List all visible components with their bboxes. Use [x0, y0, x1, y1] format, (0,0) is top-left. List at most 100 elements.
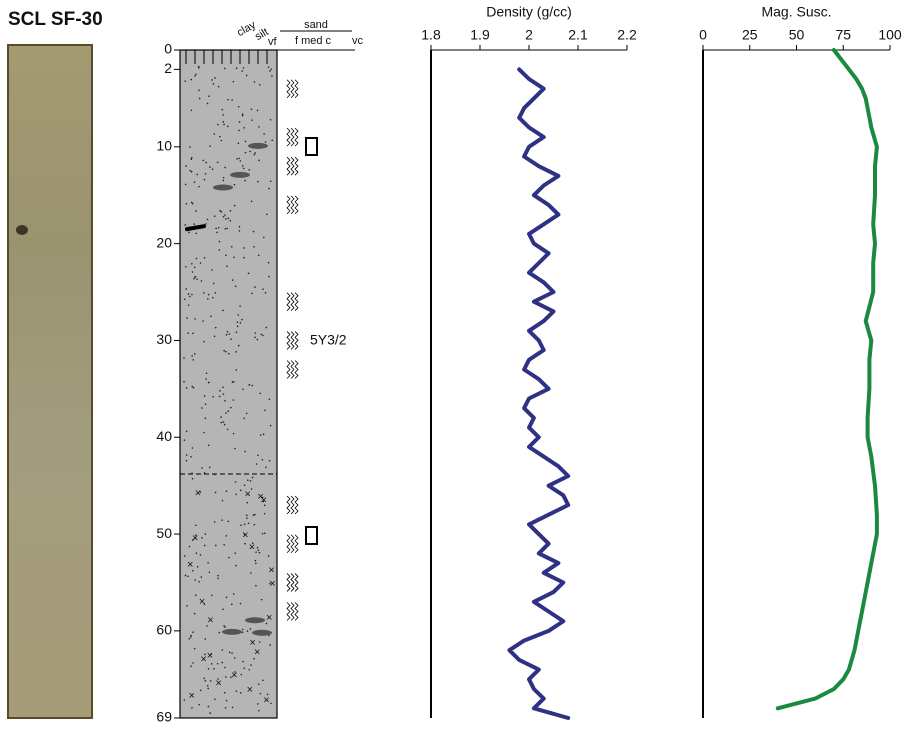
- sand-dot: [229, 219, 232, 222]
- sand-dot: [252, 230, 255, 233]
- bioturbation: [290, 495, 295, 515]
- core-spot: [16, 225, 28, 235]
- sand-dot: [263, 504, 266, 507]
- sand-dot: [242, 660, 244, 663]
- sand-dot: [268, 398, 271, 401]
- mica-mark: ×: [268, 565, 274, 577]
- lens: [213, 184, 233, 191]
- sand-dot: [216, 662, 219, 665]
- sand-dot: [192, 359, 194, 361]
- sand-dot: [190, 455, 192, 458]
- sand-dot: [183, 439, 186, 442]
- sand-dot: [204, 533, 207, 535]
- sand-dot: [239, 489, 242, 492]
- lithology-column: [179, 49, 278, 719]
- x-tick-label: 75: [835, 27, 851, 43]
- sand-dot: [193, 223, 196, 225]
- sand-dot: [234, 671, 236, 673]
- sand-dot: [251, 292, 253, 295]
- x-tick-label: 0: [699, 27, 707, 43]
- mica-mark: ×: [195, 487, 201, 499]
- sand-dot: [211, 594, 213, 597]
- sand-dot: [208, 466, 211, 469]
- sand-dot: [271, 75, 273, 77]
- sample-box: [305, 137, 318, 156]
- bioturbation: [294, 573, 299, 592]
- sand-dot: [202, 320, 204, 322]
- sand-dot: [226, 227, 228, 230]
- sand-dot: [262, 288, 264, 291]
- sand-dot: [234, 481, 237, 483]
- sand-dot: [243, 523, 246, 526]
- depth-tick-label: 60: [156, 622, 172, 638]
- sand-dot: [235, 351, 237, 353]
- sand-dot: [243, 484, 246, 486]
- sand-dot: [235, 67, 238, 70]
- sand-dot: [184, 265, 187, 268]
- bioturbation: [294, 195, 299, 215]
- sand-dot: [184, 224, 186, 226]
- sand-dot: [208, 571, 211, 574]
- sand-dot: [220, 139, 223, 142]
- sand-dot: [242, 247, 245, 249]
- sand-dot: [265, 326, 268, 329]
- sand-dot: [222, 176, 225, 179]
- sand-dot: [224, 666, 226, 669]
- mica-mark: ×: [257, 491, 263, 503]
- sand-dot: [198, 67, 200, 69]
- sand-dot: [226, 428, 229, 431]
- sand-dot: [221, 519, 223, 521]
- bioturbation: [290, 331, 295, 350]
- sand-dot: [235, 493, 237, 496]
- sand-dot: [206, 625, 208, 627]
- x-tick-label: 1.8: [421, 27, 441, 43]
- sand-dot: [241, 114, 244, 117]
- mica-mark: ×: [266, 612, 272, 624]
- sand-dot: [254, 286, 256, 288]
- sand-dot: [259, 692, 262, 695]
- sand-dot: [261, 458, 264, 461]
- sand-dot: [263, 133, 265, 135]
- sand-dot: [240, 524, 242, 526]
- sand-dot: [212, 83, 215, 85]
- sand-dot: [267, 66, 270, 68]
- sand-dot: [246, 517, 248, 519]
- sand-dot: [254, 152, 256, 154]
- depth-tick-label: 69: [156, 709, 172, 725]
- sand-dot: [225, 254, 227, 257]
- sand-dot: [217, 678, 219, 680]
- sand-dot: [188, 545, 191, 548]
- sand-dot: [233, 183, 236, 186]
- sand-dot: [207, 561, 209, 564]
- sand-dot: [249, 628, 252, 630]
- sand-dot: [192, 662, 194, 664]
- bioturbation: [286, 360, 291, 379]
- sand-dot: [251, 476, 254, 479]
- sand-dot: [211, 269, 213, 271]
- sand-dot: [235, 331, 238, 334]
- sand-dot: [225, 596, 228, 599]
- sand-dot: [214, 698, 216, 701]
- grain-vf: vf: [268, 36, 278, 48]
- sand-dot: [255, 562, 257, 565]
- sand-dot: [204, 403, 207, 406]
- sand-dot: [204, 638, 207, 640]
- sand-dot: [234, 552, 237, 554]
- sand-dot: [193, 277, 195, 280]
- sand-dot: [222, 386, 224, 389]
- sand-dot: [207, 293, 210, 296]
- data-line: [775, 48, 879, 711]
- sand-dot: [214, 292, 217, 294]
- sand-dot: [250, 572, 252, 574]
- sand-dot: [254, 332, 257, 334]
- depth-tick-label: 10: [156, 138, 172, 154]
- bioturbation: [290, 602, 295, 621]
- sand-dot: [231, 279, 234, 281]
- sand-dot: [251, 119, 253, 121]
- sand-dot: [261, 532, 264, 535]
- sand-dot: [205, 161, 208, 164]
- sand-dot: [206, 102, 209, 105]
- sand-dot: [244, 542, 246, 545]
- sand-dot: [191, 447, 194, 449]
- sand-dot: [269, 644, 271, 646]
